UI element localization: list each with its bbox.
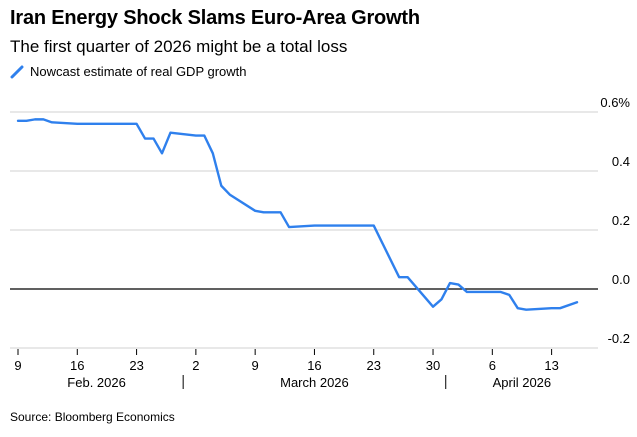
x-tick-label: 9: [252, 358, 259, 373]
x-tick-label: 13: [544, 358, 558, 373]
x-tick-label: 9: [14, 358, 21, 373]
y-tick-label: 0.0: [612, 272, 630, 287]
source-note: Source: Bloomberg Economics: [10, 410, 175, 424]
y-tick-label: -0.2: [608, 331, 630, 346]
legend: Nowcast estimate of real GDP growth: [10, 64, 247, 79]
legend-swatch-icon: [10, 65, 24, 78]
y-tick-label: 0.2: [612, 213, 630, 228]
x-tick-label: 30: [426, 358, 440, 373]
month-label: Feb. 2026: [67, 375, 126, 390]
y-tick-label: 0.4: [612, 154, 630, 169]
chart-subtitle: The first quarter of 2026 might be a tot…: [10, 37, 348, 56]
x-tick-label: 23: [129, 358, 143, 373]
series-line: [16, 118, 579, 311]
y-tick-label: 0.6%: [600, 95, 630, 110]
month-label: March 2026: [280, 375, 349, 390]
month-label: April 2026: [493, 375, 552, 390]
x-tick-label: 2: [192, 358, 199, 373]
x-tick-label: 16: [307, 358, 321, 373]
legend-label: Nowcast estimate of real GDP growth: [30, 64, 247, 79]
x-tick-label: 16: [70, 358, 84, 373]
x-tick-label: 6: [489, 358, 496, 373]
x-tick-label: 23: [367, 358, 381, 373]
chart-title: Iran Energy Shock Slams Euro-Area Growth: [10, 7, 420, 29]
